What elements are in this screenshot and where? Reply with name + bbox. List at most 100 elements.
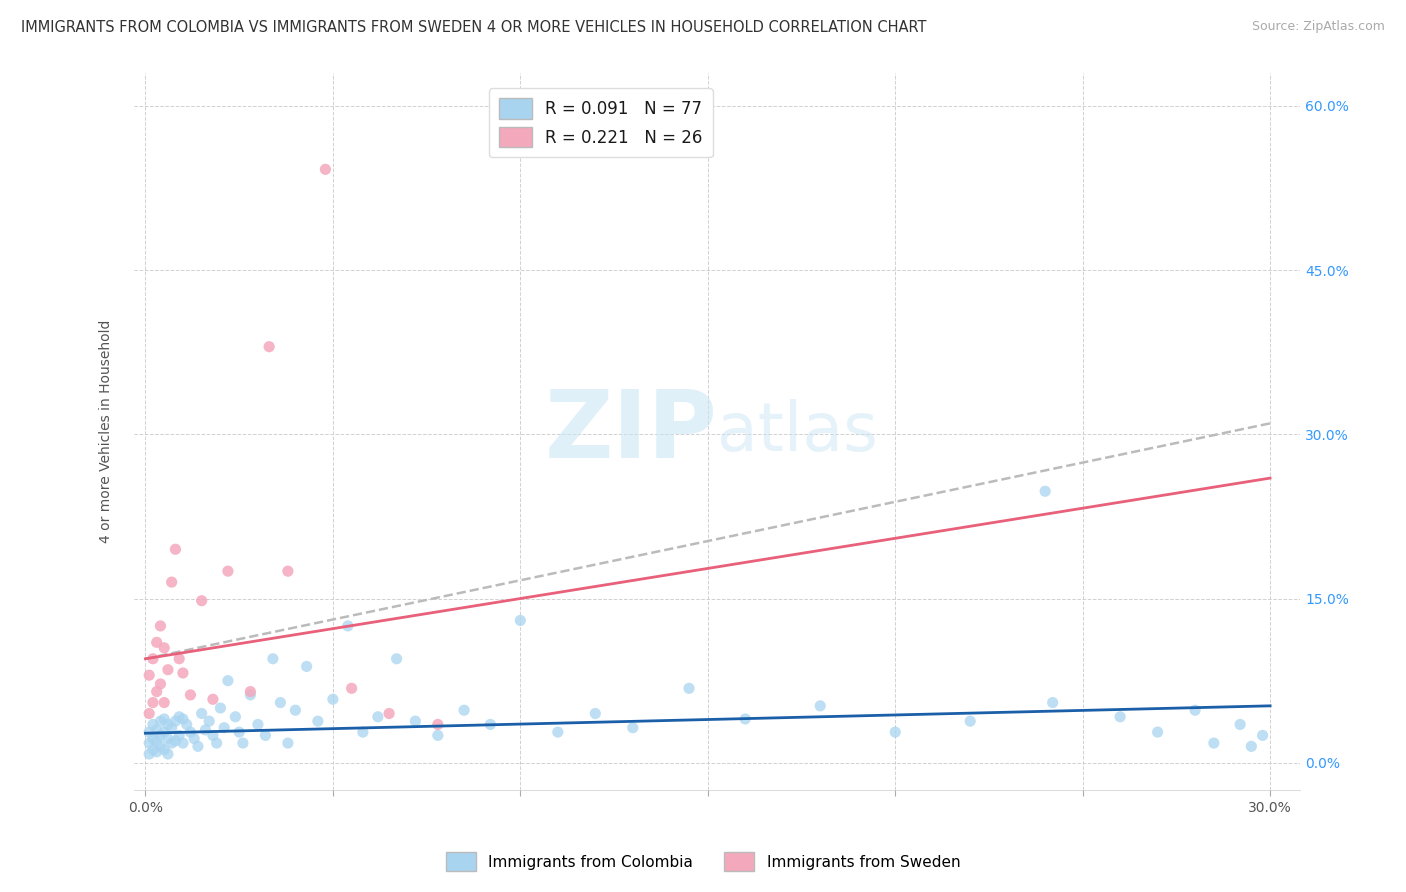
Point xyxy=(1184,703,1206,717)
Point xyxy=(246,717,269,731)
Point xyxy=(284,703,307,717)
Point xyxy=(217,673,239,688)
Point xyxy=(1202,736,1225,750)
Point xyxy=(340,681,363,696)
Point xyxy=(336,619,359,633)
Point xyxy=(190,593,212,607)
Point xyxy=(179,725,201,739)
Point xyxy=(160,736,183,750)
Point xyxy=(153,712,176,726)
Point xyxy=(165,734,187,748)
Point xyxy=(183,731,205,746)
Point xyxy=(453,703,475,717)
Point xyxy=(254,728,277,742)
Point xyxy=(378,706,401,721)
Point xyxy=(145,734,167,748)
Point xyxy=(165,714,187,728)
Point xyxy=(228,725,250,739)
Point xyxy=(138,747,160,761)
Text: Source: ZipAtlas.com: Source: ZipAtlas.com xyxy=(1251,20,1385,33)
Point xyxy=(142,652,165,666)
Point xyxy=(404,714,426,728)
Point xyxy=(142,742,165,756)
Text: ZIP: ZIP xyxy=(544,385,717,477)
Point xyxy=(257,340,280,354)
Point xyxy=(165,542,187,557)
Point xyxy=(884,725,907,739)
Point xyxy=(145,684,167,698)
Point xyxy=(209,701,232,715)
Point xyxy=(167,652,190,666)
Point xyxy=(190,706,212,721)
Point xyxy=(322,692,344,706)
Point xyxy=(149,619,172,633)
Point xyxy=(160,575,183,590)
Text: IMMIGRANTS FROM COLOMBIA VS IMMIGRANTS FROM SWEDEN 4 OR MORE VEHICLES IN HOUSEHO: IMMIGRANTS FROM COLOMBIA VS IMMIGRANTS F… xyxy=(21,20,927,35)
Point xyxy=(167,710,190,724)
Point xyxy=(239,684,262,698)
Point xyxy=(156,747,179,761)
Point xyxy=(149,714,172,728)
Point xyxy=(277,736,299,750)
Point xyxy=(153,640,176,655)
Point xyxy=(145,745,167,759)
Point xyxy=(239,688,262,702)
Point xyxy=(808,698,831,713)
Text: atlas: atlas xyxy=(717,399,877,465)
Point xyxy=(734,712,756,726)
Point xyxy=(153,725,176,739)
Point xyxy=(269,696,291,710)
Point xyxy=(1109,710,1132,724)
Legend: R = 0.091   N = 77, R = 0.221   N = 26: R = 0.091 N = 77, R = 0.221 N = 26 xyxy=(488,88,713,158)
Point xyxy=(547,725,569,739)
Point xyxy=(583,706,606,721)
Point xyxy=(187,739,209,754)
Point xyxy=(153,696,176,710)
Point xyxy=(149,728,172,742)
Point xyxy=(156,731,179,746)
Point xyxy=(232,736,254,750)
Point xyxy=(138,706,160,721)
Point xyxy=(205,736,228,750)
Point xyxy=(295,659,318,673)
Point xyxy=(1033,484,1056,499)
Point xyxy=(172,736,194,750)
Point xyxy=(277,564,299,578)
Point xyxy=(367,710,389,724)
Point xyxy=(262,652,284,666)
Point xyxy=(142,696,165,710)
Point xyxy=(160,721,183,735)
Point xyxy=(179,688,201,702)
Point xyxy=(149,739,172,754)
Point xyxy=(149,677,172,691)
Point xyxy=(153,742,176,756)
Point xyxy=(176,717,198,731)
Point xyxy=(142,731,165,746)
Legend: Immigrants from Colombia, Immigrants from Sweden: Immigrants from Colombia, Immigrants fro… xyxy=(440,847,966,877)
Point xyxy=(959,714,981,728)
Point xyxy=(224,710,246,724)
Point xyxy=(198,714,221,728)
Point xyxy=(385,652,408,666)
Point xyxy=(142,717,165,731)
Point xyxy=(145,723,167,737)
Point xyxy=(138,668,160,682)
Point xyxy=(678,681,700,696)
Point xyxy=(314,162,336,177)
Point xyxy=(172,665,194,680)
Point xyxy=(194,723,217,737)
Point xyxy=(426,717,449,731)
Point xyxy=(156,663,179,677)
Point xyxy=(201,728,224,742)
Point xyxy=(156,717,179,731)
Point xyxy=(138,736,160,750)
Y-axis label: 4 or more Vehicles in Household: 4 or more Vehicles in Household xyxy=(100,320,114,543)
Point xyxy=(1251,728,1274,742)
Point xyxy=(621,721,644,735)
Point xyxy=(1042,696,1064,710)
Point xyxy=(1240,739,1263,754)
Point xyxy=(1229,717,1251,731)
Point xyxy=(138,725,160,739)
Point xyxy=(352,725,374,739)
Point xyxy=(479,717,502,731)
